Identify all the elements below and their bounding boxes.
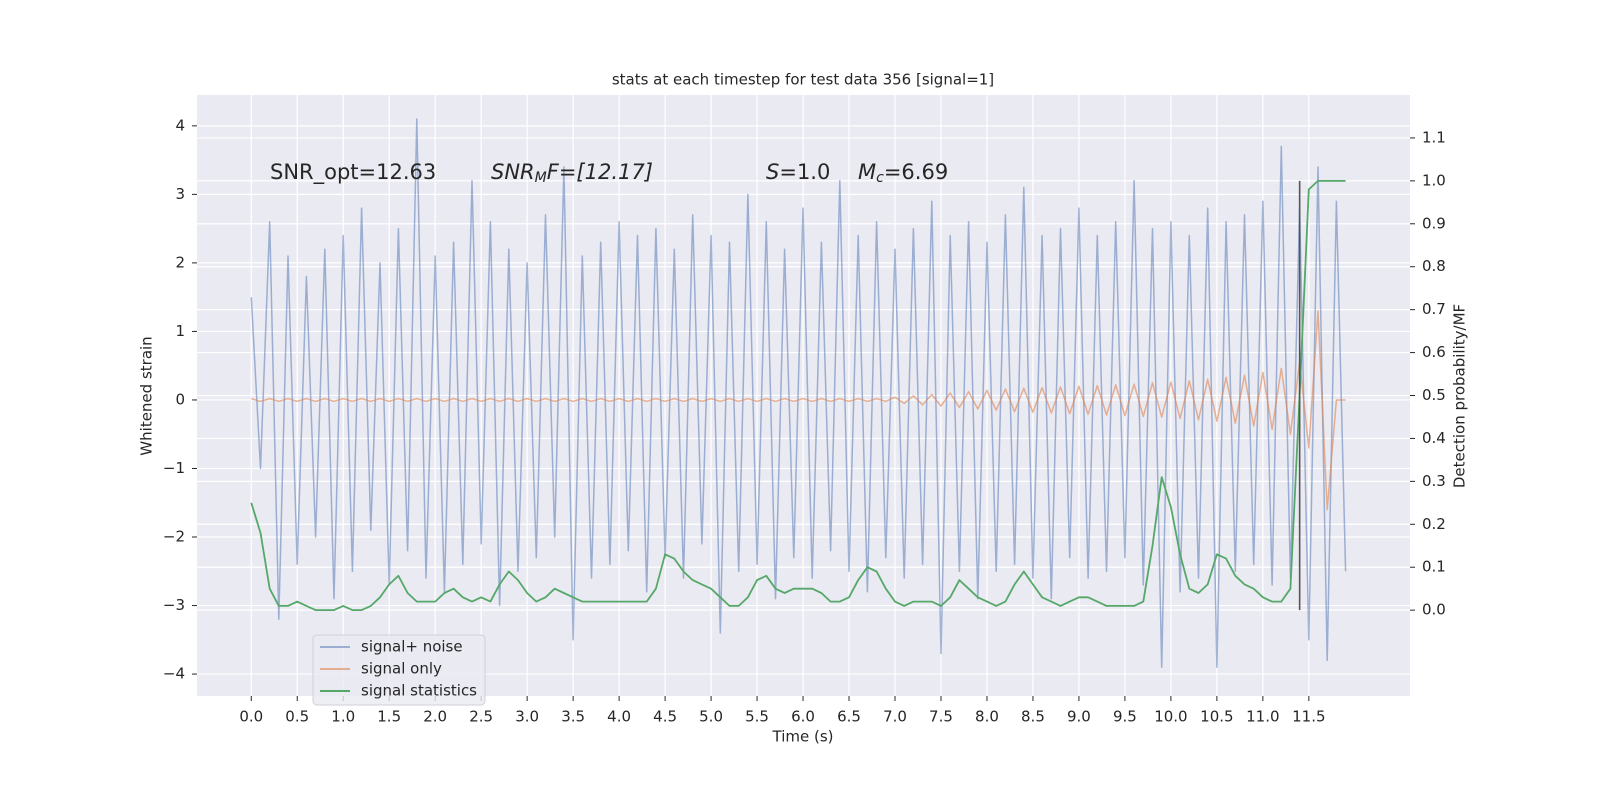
y2-tick-label: 1.0: [1422, 171, 1446, 189]
legend-label: signal statistics: [361, 682, 477, 700]
x-tick-label: 7.0: [883, 708, 907, 726]
x-axis-label: Time (s): [772, 728, 834, 746]
annotation-main: S: [766, 160, 779, 184]
x-tick-label: 6.0: [791, 708, 815, 726]
legend: signal+ noise signal only signal statistic…: [312, 634, 486, 706]
x-tick-label: 8.5: [1021, 708, 1045, 726]
marks: [250, 118, 1347, 668]
x-tick-label: 2.0: [423, 708, 447, 726]
x-tick-label: 10.5: [1200, 708, 1233, 726]
x-tick-label: 1.0: [331, 708, 355, 726]
y-tick-label: −2: [163, 528, 185, 546]
annotation: SNR_opt=12.63: [270, 160, 436, 185]
annotation: Mc=6.69: [858, 160, 948, 186]
y2-tick-label: 0.6: [1422, 343, 1446, 361]
y2-tick-label: 0.0: [1422, 601, 1446, 619]
y2-tick-label: 0.1: [1422, 558, 1446, 576]
y2-tick-label: 0.9: [1422, 214, 1446, 232]
y-tick-label: 4: [175, 116, 185, 134]
y2-tick-label: 0.4: [1422, 429, 1446, 447]
chart-title: stats at each timestep for test data 356…: [612, 71, 994, 89]
y2-tick-label: 0.5: [1422, 386, 1446, 404]
x-tick-label: 5.5: [745, 708, 769, 726]
annotation-main: SNR_opt=12.63: [270, 160, 436, 185]
annotation-sub: c: [876, 170, 884, 186]
x-tick-label: 7.5: [929, 708, 953, 726]
y2-tick-label: 1.1: [1422, 128, 1446, 146]
x-tick-label: 6.5: [837, 708, 861, 726]
x-tick-label: 1.5: [377, 708, 401, 726]
y2-axis-label: Detection probability/MF: [1451, 304, 1469, 488]
y2-tick-label: 0.2: [1422, 515, 1446, 533]
annotation-after: =1.0: [779, 160, 830, 184]
annotation-sub: M: [535, 170, 547, 186]
y2-tick-label: 0.8: [1422, 257, 1446, 275]
y2-tick-label: 0.3: [1422, 472, 1446, 490]
legend-label: signal only: [361, 660, 442, 678]
y-tick-label: −1: [163, 459, 185, 477]
x-tick-label: 4.0: [607, 708, 631, 726]
x-tick-label: 3.5: [561, 708, 585, 726]
annotation-main: SNR: [491, 160, 535, 184]
x-tick-label: 11.5: [1292, 708, 1325, 726]
y-tick-label: 0: [175, 390, 185, 408]
x-tick-label: 11.0: [1246, 708, 1279, 726]
y-tick-label: −4: [163, 665, 185, 683]
x-tick-label: 9.0: [1067, 708, 1091, 726]
grid: 0.0 0.5 1.0 1.5 2.0 2.5 3.0 3.5 4.0 4.5 5.0 5.5 6.0 6…: [163, 95, 1446, 726]
annotations: SNR_opt=12.63 SNRMF=[12.17] S=1.0 Mc=6.69: [270, 160, 948, 186]
x-tick-label: 3.0: [515, 708, 539, 726]
x-tick-label: 4.5: [653, 708, 677, 726]
x-tick-label: 9.5: [1113, 708, 1137, 726]
legend-label: signal+ noise: [361, 638, 463, 656]
series-line: [251, 310, 1346, 511]
series-line: [250, 118, 1347, 668]
y2-tick-label: 0.7: [1422, 300, 1446, 318]
x-tick-label: 2.5: [469, 708, 493, 726]
legend-box: [312, 634, 486, 706]
y-tick-label: 3: [175, 185, 185, 203]
x-tick-label: 10.0: [1154, 708, 1187, 726]
x-tick-label: 0.5: [285, 708, 309, 726]
x-tick-label: 5.0: [699, 708, 723, 726]
series-line: [250, 179, 1346, 611]
annotation: S=1.0: [766, 160, 830, 184]
y-tick-label: 2: [175, 253, 185, 271]
y-tick-label: −3: [163, 596, 185, 614]
x-tick-label: 8.0: [975, 708, 999, 726]
y-axis-label: Whitened strain: [138, 336, 156, 455]
annotation-after: F=[12.17]: [547, 160, 653, 184]
annotation: SNRMF=[12.17]: [491, 160, 653, 186]
y-tick-label: 1: [175, 322, 185, 340]
annotation-after: =6.69: [884, 160, 948, 184]
annotation-main: M: [858, 160, 876, 184]
x-tick-label: 0.0: [239, 708, 263, 726]
